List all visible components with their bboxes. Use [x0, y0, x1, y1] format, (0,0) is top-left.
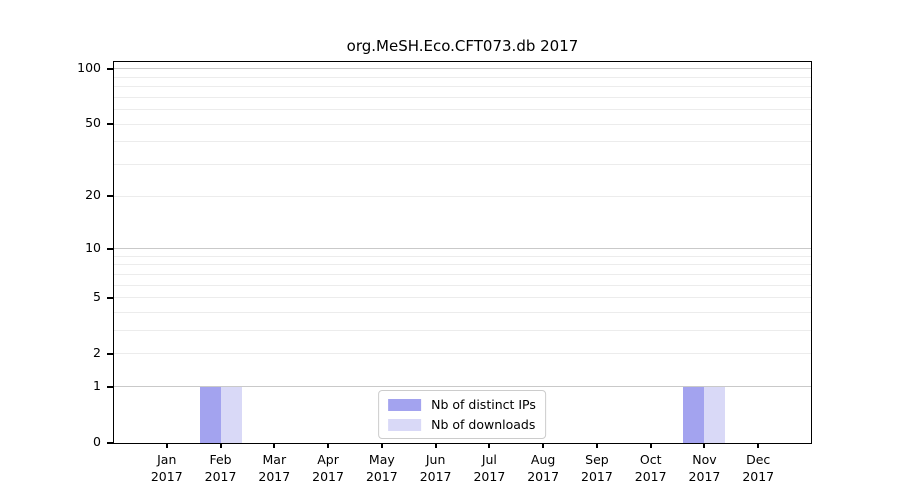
x-tick-nov — [703, 443, 706, 448]
x-tick-sep — [595, 443, 598, 448]
y-tick-2 — [107, 352, 113, 355]
x-tick-label-aug: Aug 2017 — [527, 452, 560, 484]
gridline-y-100 — [113, 68, 812, 70]
legend-swatch-downloads — [388, 418, 422, 431]
y-tick-100 — [107, 67, 113, 70]
y-tick-0 — [107, 442, 113, 444]
bar-nb-of-downloads-nov — [704, 386, 726, 443]
x-tick-label-nov: Nov 2017 — [688, 452, 721, 484]
x-tick-label-apr: Apr 2017 — [312, 452, 344, 484]
x-tick-apr — [327, 443, 330, 448]
gridline-y-80 — [113, 86, 812, 88]
y-tick-1 — [107, 385, 113, 388]
x-tick-label-mar: Mar 2017 — [258, 452, 291, 484]
x-tick-jul — [488, 443, 491, 448]
gridline-y-6 — [113, 284, 812, 286]
bar-nb-of-downloads-feb — [220, 386, 242, 443]
y-tick-50 — [107, 123, 113, 126]
x-tick-label-sep: Sep 2017 — [581, 452, 613, 484]
gridline-y-7 — [113, 273, 812, 275]
x-tick-label-oct: Oct 2017 — [634, 452, 667, 484]
x-tick-jan — [165, 443, 168, 448]
y-tick-label-100: 100 — [77, 59, 101, 75]
gridline-y-8 — [113, 264, 812, 266]
y-tick-label-5: 5 — [93, 288, 101, 304]
x-tick-label-dec: Dec 2017 — [742, 452, 775, 484]
gridline-y-10 — [113, 248, 812, 249]
x-tick-mar — [273, 443, 276, 448]
legend: Nb of distinct IPs Nb of downloads — [378, 390, 546, 439]
gridline-y-5 — [113, 297, 812, 299]
x-tick-may — [380, 443, 383, 448]
gridline-y-1 — [113, 386, 812, 388]
y-tick-20 — [107, 195, 113, 198]
gridline-y-40 — [113, 141, 812, 143]
x-tick-label-jun: Jun 2017 — [419, 452, 452, 484]
gridline-y-20 — [113, 195, 812, 197]
gridline-y-50 — [113, 123, 812, 125]
x-tick-label-jan: Jan 2017 — [150, 452, 183, 484]
x-tick-jun — [434, 443, 437, 448]
x-tick-aug — [542, 443, 545, 448]
legend-label-downloads: Nb of downloads — [431, 417, 536, 432]
gridline-y-9 — [113, 255, 812, 257]
gridline-y-3 — [113, 330, 812, 332]
y-tick-label-20: 20 — [85, 187, 101, 203]
x-tick-oct — [649, 443, 652, 448]
gridline-y-4 — [113, 311, 812, 313]
y-tick-10 — [107, 247, 113, 250]
bar-nb-of-distinct-ips-feb — [199, 386, 221, 443]
gridline-y-90 — [113, 76, 812, 78]
x-tick-label-may: May 2017 — [365, 452, 398, 484]
y-tick-label-50: 50 — [85, 115, 101, 131]
gridline-y-70 — [113, 96, 812, 98]
x-tick-dec — [757, 443, 760, 448]
y-tick-label-2: 2 — [93, 344, 101, 360]
x-tick-feb — [219, 443, 222, 448]
y-tick-5 — [107, 296, 113, 299]
y-tick-label-1: 1 — [93, 377, 101, 393]
y-tick-label-10: 10 — [85, 239, 101, 255]
bar-nb-of-distinct-ips-nov — [683, 386, 705, 443]
gridline-y-60 — [113, 109, 812, 111]
chart-title: org.MeSH.Eco.CFT073.db 2017 — [346, 37, 579, 55]
gridline-y-30 — [113, 163, 812, 165]
legend-label-distinct-ips: Nb of distinct IPs — [431, 397, 536, 412]
x-tick-label-jul: Jul 2017 — [473, 452, 506, 484]
gridline-y-2 — [113, 353, 812, 355]
x-tick-label-feb: Feb 2017 — [204, 452, 237, 484]
legend-item-downloads: Nb of downloads — [388, 417, 536, 432]
y-tick-label-0: 0 — [93, 434, 101, 449]
legend-swatch-distinct-ips — [388, 398, 422, 411]
legend-item-distinct-ips: Nb of distinct IPs — [388, 397, 536, 412]
